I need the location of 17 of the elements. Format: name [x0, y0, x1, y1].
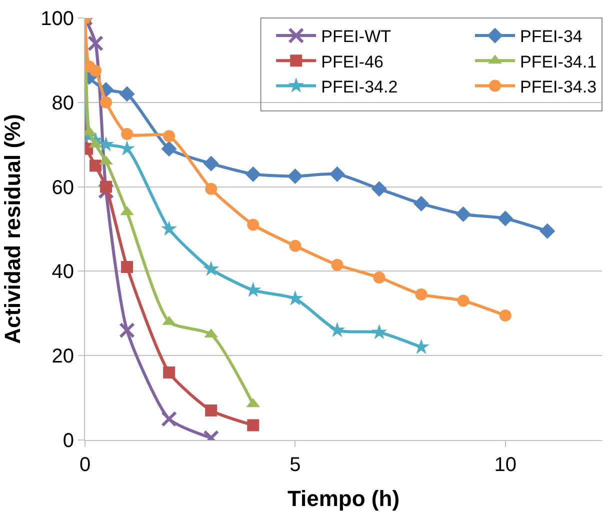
x-tick-label: 10: [494, 454, 516, 476]
x-axis-title: Tiempo (h): [287, 486, 400, 511]
y-tick-label: 0: [62, 430, 74, 452]
x-tick-label: 5: [290, 454, 301, 476]
y-tick-label: 40: [52, 261, 74, 284]
y-tick-label: 80: [52, 92, 74, 114]
legend-label: PFEI-34.3: [520, 77, 597, 96]
y-tick-label: 20: [52, 346, 74, 368]
legend-label: PFEI-46: [321, 52, 384, 72]
legend-label: PFEI-WT: [321, 27, 392, 46]
y-tick-label: 100: [40, 8, 74, 30]
legend-label: PFEI-34: [520, 27, 582, 46]
y-axis-title: Actividad residual (%): [0, 114, 25, 344]
legend-label: PFEI-34.1: [520, 52, 597, 72]
legend-label: PFEI-34.2: [321, 77, 398, 96]
y-tick-label: 60: [52, 176, 74, 199]
x-tick-label: 0: [79, 454, 91, 476]
